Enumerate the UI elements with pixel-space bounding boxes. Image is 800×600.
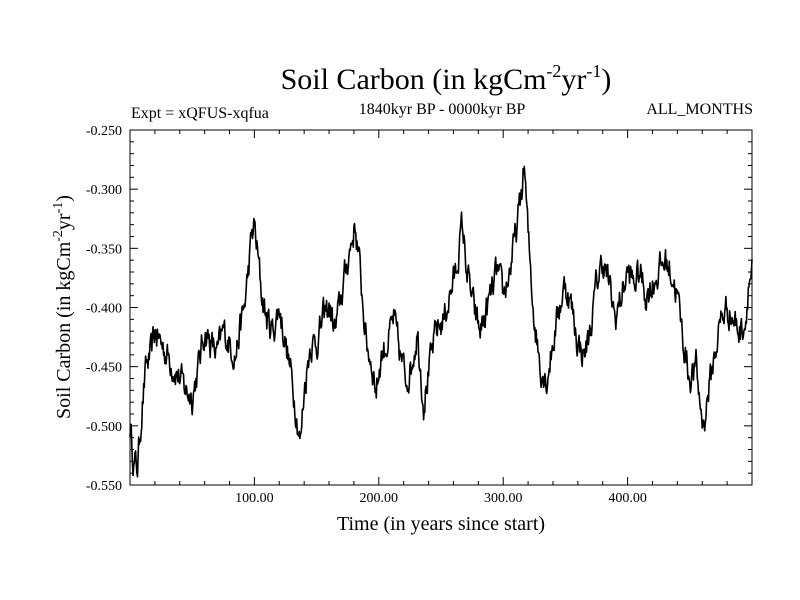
y-tick-label: -0.300 [86, 183, 122, 198]
subtitle-center: 1840kyr BP - 0000kyr BP [359, 101, 526, 118]
subtitle-right: ALL_MONTHS [646, 101, 753, 118]
y-tick-label: -0.550 [86, 479, 122, 494]
title-mid: yr [561, 63, 586, 96]
x-tick-label: 300.00 [484, 491, 523, 506]
y-tick-label: -0.500 [86, 420, 122, 435]
ylabel-mid: yr [53, 213, 75, 230]
y-tick-label: -0.350 [86, 242, 122, 257]
chart-title: Soil Carbon (in kgCm-2yr-1) [281, 61, 612, 96]
axis-ticks [130, 130, 752, 485]
ylabel-sup1: -2 [51, 230, 66, 242]
x-tick-labels: 100.00 200.00 300.00 400.00 [235, 491, 647, 506]
x-axis-label: Time (in years since start) [337, 513, 545, 535]
y-tick-labels: -0.250 -0.300 -0.350 -0.400 -0.450 -0.50… [86, 124, 122, 494]
title-sup1: -2 [546, 61, 561, 81]
x-tick-label: 400.00 [608, 491, 647, 506]
subtitle-left: Expt = xQFUS-xqfua [131, 105, 269, 122]
y-tick-label: -0.250 [86, 124, 122, 139]
x-tick-label: 100.00 [235, 491, 274, 506]
plot-frame [129, 129, 753, 486]
series-line-soil-carbon [129, 165, 753, 478]
y-tick-label: -0.400 [86, 302, 122, 317]
ylabel-sup2: -1 [51, 202, 66, 214]
title-sup2: -1 [586, 61, 601, 81]
y-axis-label: Soil Carbon (in kgCm-2yr-1) [51, 195, 75, 419]
title-end: ) [601, 63, 611, 96]
ylabel-end: ) [53, 195, 75, 202]
y-tick-label: -0.450 [86, 361, 122, 376]
ylabel-main: Soil Carbon (in kgCm [53, 241, 75, 419]
title-main: Soil Carbon (in kgCm [281, 63, 547, 96]
x-tick-label: 200.00 [360, 491, 399, 506]
